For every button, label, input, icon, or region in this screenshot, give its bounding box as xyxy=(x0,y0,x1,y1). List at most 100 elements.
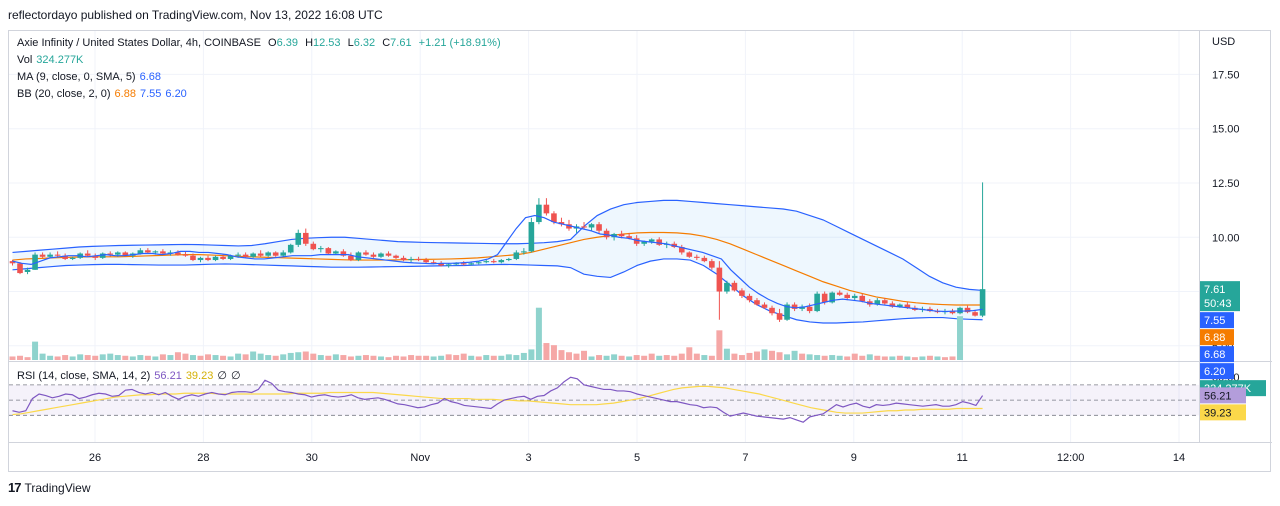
legend-ohlc: Axie Infinity / United States Dollar, 4h… xyxy=(17,37,501,49)
volume-bar xyxy=(250,351,257,360)
volume-bar xyxy=(423,355,430,360)
candle-body xyxy=(32,254,38,270)
volume-bar xyxy=(400,356,407,360)
candle-body xyxy=(423,260,429,263)
candle-body xyxy=(468,263,475,265)
candle-body xyxy=(17,263,23,274)
candle-body xyxy=(776,313,783,320)
volume-bar xyxy=(671,355,678,360)
candle-body xyxy=(972,312,978,316)
volume-bar xyxy=(152,356,159,360)
candle-body xyxy=(882,300,888,304)
volume-bar xyxy=(227,356,234,360)
candle-body xyxy=(370,254,377,257)
volume-bar xyxy=(889,356,896,360)
legend-ma: MA (9, close, 0, SMA, 5) 6.68 xyxy=(17,71,162,83)
volume-bar xyxy=(611,354,618,360)
candle-body xyxy=(295,232,302,245)
candle-body xyxy=(588,224,595,228)
date-tick-label: 5 xyxy=(634,452,640,464)
candle-body xyxy=(716,267,723,292)
candle-body xyxy=(904,304,911,308)
candle-body xyxy=(844,294,851,299)
volume-bar xyxy=(708,355,715,360)
volume-bar xyxy=(919,356,926,360)
volume-bar xyxy=(77,354,84,360)
price-label-bg xyxy=(1200,363,1234,380)
volume-bar xyxy=(287,352,294,360)
bb-basis-line xyxy=(12,231,983,306)
countdown-label: 50:43 xyxy=(1204,298,1232,310)
candle-body xyxy=(250,253,256,257)
volume-bar xyxy=(212,355,219,360)
volume-bar xyxy=(189,355,196,360)
volume-bar xyxy=(62,355,69,360)
volume-bar xyxy=(460,353,467,360)
volume-bar xyxy=(588,356,595,360)
volume-bar xyxy=(32,341,39,360)
candle-body xyxy=(596,224,602,231)
volume-bar xyxy=(520,352,527,360)
volume-bar xyxy=(92,355,99,360)
volume-bar xyxy=(896,355,903,360)
candle-body xyxy=(521,251,527,253)
volume-bar xyxy=(957,316,964,360)
volume-bar xyxy=(844,356,851,360)
candle-body xyxy=(47,254,53,257)
rsi-label-bg xyxy=(1200,404,1246,421)
rsi-ma-value: 39.23 xyxy=(185,370,214,382)
volume-bar xyxy=(836,355,843,360)
candle-body xyxy=(799,306,805,309)
volume-bar xyxy=(377,356,384,360)
volume-bar xyxy=(641,355,648,360)
date-tick-label: 14 xyxy=(1173,452,1185,464)
volume-bar xyxy=(806,354,813,360)
volume-bar xyxy=(693,353,700,360)
volume-bar xyxy=(325,355,332,360)
volume-bar xyxy=(205,354,212,360)
volume-bar xyxy=(648,353,655,360)
candle-body xyxy=(175,252,181,255)
candle-body xyxy=(784,304,790,320)
volume-bar xyxy=(753,351,760,360)
candle-body xyxy=(287,244,294,253)
candle-body xyxy=(528,222,535,252)
volume-bar xyxy=(543,343,550,360)
rsi-value: 56.21 xyxy=(154,370,182,382)
bollinger-bands xyxy=(12,199,983,324)
candle-body xyxy=(54,254,61,256)
price-tick-label: 17.50 xyxy=(1212,69,1240,81)
candle-body xyxy=(99,253,106,258)
volume-bar xyxy=(738,355,745,360)
chart-canvas[interactable]: 17.5015.0012.5010.007.505.00USD80.002628… xyxy=(9,31,1272,473)
open-value: 6.39 xyxy=(276,37,298,49)
high-value: 12.53 xyxy=(313,37,341,49)
volume-bar xyxy=(107,353,114,360)
tradingview-logo-icon: 17 xyxy=(8,480,22,495)
candle-body xyxy=(445,264,452,266)
volume-bar xyxy=(490,355,497,360)
date-tick-label: 30 xyxy=(306,452,318,464)
candle-body xyxy=(9,261,16,264)
volume-bar xyxy=(904,356,911,360)
volume-bar xyxy=(265,355,272,360)
volume-bar xyxy=(528,349,535,360)
candle-body xyxy=(190,255,196,261)
bb-lower-value: 6.20 xyxy=(165,88,187,100)
candle-body xyxy=(836,292,843,295)
candle-body xyxy=(551,213,557,223)
candle-body xyxy=(385,253,392,256)
rsi-label-text: 56.21 xyxy=(1204,390,1232,402)
chart-frame[interactable]: 17.5015.0012.5010.007.505.00USD80.002628… xyxy=(8,30,1272,473)
volume-bar xyxy=(581,350,588,360)
moving-average xyxy=(12,214,983,313)
volume-bar xyxy=(47,355,54,360)
brand-name[interactable]: TradingView xyxy=(24,480,91,495)
volume-bar xyxy=(498,355,505,360)
candle-body xyxy=(242,254,249,257)
price-label-bg xyxy=(1200,329,1234,346)
price-label-bg xyxy=(1200,281,1240,312)
volume-bar xyxy=(317,355,324,360)
legend-rsi: RSI (14, close, SMA, 14, 2) 56.21 39.23 ∅ ∅ xyxy=(17,370,241,382)
candle-body xyxy=(393,255,399,258)
